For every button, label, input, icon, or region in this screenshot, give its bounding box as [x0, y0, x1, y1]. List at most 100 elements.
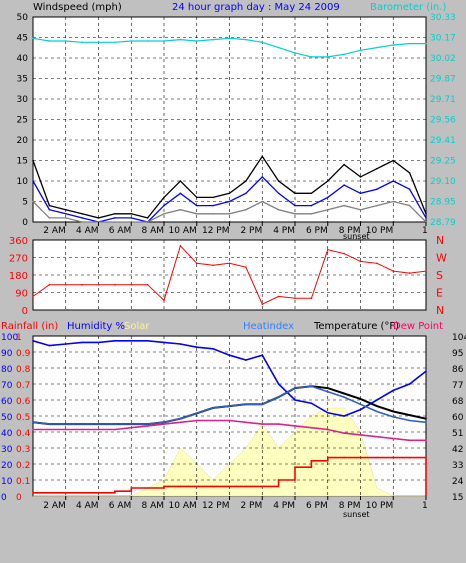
- temperature-tick-label: 51: [452, 429, 463, 439]
- baro-tick-label: 29.56: [430, 116, 456, 126]
- temperature-series-point-4: [212, 419, 214, 422]
- temperature-series-point-3: [163, 421, 165, 424]
- wind-tick-label: 50: [17, 13, 29, 23]
- wind-x-label: 12 PM: [202, 226, 230, 236]
- wind-tick-label: 35: [17, 75, 28, 85]
- baro-tick-label: 29.87: [430, 75, 456, 85]
- temperature-series-point-2: [425, 417, 427, 420]
- wind-series-point-2: [408, 188, 411, 190]
- temperature-series-point-0: [376, 399, 378, 401]
- wind-series-point-1: [97, 217, 100, 219]
- direction-series-point: [425, 270, 427, 272]
- wind-series-point-1: [48, 204, 51, 207]
- temperature-series-point-3: [376, 410, 378, 413]
- wind-series-point-1: [196, 196, 198, 199]
- wind-x-label: 6 AM: [109, 226, 132, 236]
- wind-series-point-0: [163, 40, 165, 42]
- temperature-panel-grid: [33, 336, 426, 496]
- wind-series-point-1: [179, 180, 182, 182]
- temperature-series-point-3: [343, 396, 345, 398]
- wind-series-point-0: [310, 56, 313, 58]
- temperature-series-point-5: [97, 492, 100, 494]
- wind-series-point-3: [114, 221, 116, 223]
- temperature-series-point-0: [327, 412, 329, 414]
- wind-series-point-0: [327, 56, 329, 58]
- wind-series-point-3: [294, 213, 296, 215]
- temperature-series-point-3: [310, 385, 313, 388]
- direction-series-point: [114, 283, 116, 286]
- wind-series-point-1: [327, 180, 329, 182]
- temperature-x-label: 6 AM: [109, 501, 132, 511]
- wind-series-point-0: [294, 52, 296, 54]
- temperature-series-point-4: [65, 428, 67, 431]
- temperature-series-point-4: [261, 423, 264, 425]
- temperature-series-point-0: [212, 348, 214, 350]
- compass-tick-label: N: [436, 304, 444, 317]
- temperature-series-point-3: [327, 390, 329, 393]
- temperature-series-point-5: [425, 456, 427, 459]
- temperature-series-point-5: [114, 490, 116, 493]
- wind-x-label: 10 PM: [366, 226, 394, 236]
- temperature-series-point-5: [163, 485, 165, 488]
- wind-series-point-1: [392, 159, 395, 162]
- temperature-series-point-4: [97, 428, 100, 431]
- wind-series-point-3: [81, 221, 83, 223]
- temperature-series-point-2: [359, 398, 362, 400]
- direction-series-point: [294, 297, 296, 300]
- temperature-series-point-3: [392, 416, 395, 418]
- wind-series-point-0: [179, 38, 182, 41]
- temperature-series-point-3: [81, 423, 83, 425]
- wind-series-point-2: [327, 196, 329, 199]
- wind-series-point-1: [261, 155, 264, 158]
- wind-series-point-2: [376, 188, 378, 190]
- temperature-series-point-3: [359, 403, 362, 406]
- wind-series-point-1: [294, 192, 296, 195]
- temperature-x-label: 2 AM: [43, 501, 66, 511]
- rain-tick-label: 0.4: [16, 429, 31, 439]
- wind-x-label: 2 AM: [43, 226, 66, 236]
- wind-x-label: 1: [422, 226, 428, 236]
- temperature-series-point-0: [114, 340, 116, 342]
- temperature-tick-label: 33: [452, 461, 463, 471]
- temperature-series-point-4: [425, 439, 427, 442]
- temperature-series-point-5: [245, 485, 247, 488]
- wind-series-point-3: [48, 217, 51, 219]
- compass-tick-label: W: [436, 252, 447, 265]
- temperature-series-point-3: [130, 423, 133, 425]
- direction-series-point: [97, 283, 100, 286]
- humidity-tick-label: 0: [1, 493, 7, 503]
- humidity-tick-label: 70: [1, 381, 13, 391]
- temperature-series-point-4: [343, 432, 345, 434]
- temperature-x-label: 10 PM: [366, 501, 394, 511]
- temperature-series-point-3: [114, 423, 116, 425]
- humidity-tick-label: 50: [1, 413, 13, 423]
- rain-tick-label: 0.3: [16, 445, 30, 455]
- wind-series-point-2: [114, 217, 116, 219]
- temperature-series-point-3: [48, 423, 51, 425]
- wind-tick-label: 20: [17, 136, 29, 146]
- direction-series-point: [179, 245, 182, 247]
- humidity-tick-label: 20: [1, 461, 13, 471]
- wind-series-point-3: [343, 204, 345, 207]
- temperature-tick-label: 68: [452, 397, 464, 407]
- temperature-series-point-4: [310, 426, 313, 429]
- temperature-series-point-4: [245, 421, 247, 424]
- wind-tick-label: 15: [17, 157, 28, 167]
- wind-x-label: 4 PM: [273, 226, 295, 236]
- temperature-series-point-0: [163, 341, 165, 344]
- direction-series-point: [65, 283, 67, 286]
- temperature-series-point-4: [408, 439, 411, 442]
- wind-series-point-1: [277, 180, 280, 182]
- wind-series-point-2: [48, 208, 51, 211]
- wind-series-point-3: [376, 204, 378, 207]
- wind-series-point-2: [294, 204, 296, 207]
- temperature-series-point-3: [277, 396, 280, 398]
- direction-series-point: [48, 283, 51, 286]
- temperature-series-point-5: [146, 487, 149, 489]
- wind-series-point-2: [310, 204, 313, 207]
- direction-series-point: [261, 303, 264, 306]
- baro-tick-label: 29.10: [430, 177, 456, 187]
- direction-series-point: [408, 272, 411, 274]
- temperature-series-point-5: [212, 485, 214, 488]
